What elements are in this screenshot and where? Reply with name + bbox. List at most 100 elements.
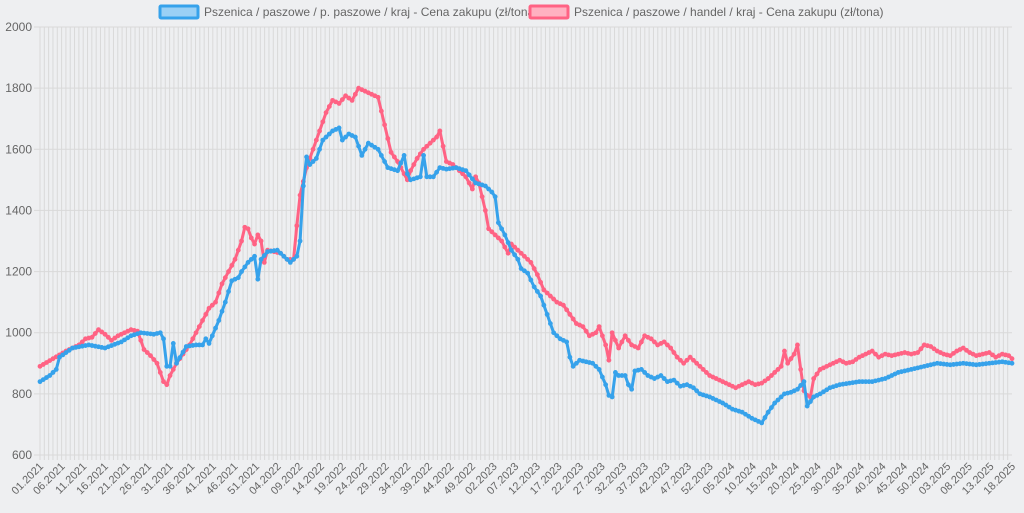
data-point (206, 341, 212, 346)
y-tick-label: 1600 (5, 142, 32, 156)
data-point (193, 330, 199, 336)
data-point (564, 307, 570, 313)
data-point (547, 321, 553, 326)
legend-swatch-1 (528, 4, 570, 20)
data-point (573, 360, 579, 366)
data-point (180, 349, 186, 355)
data-point (430, 174, 436, 180)
data-point (148, 353, 153, 359)
data-point (534, 272, 540, 278)
data-point (603, 382, 609, 388)
data-point (469, 186, 475, 192)
data-point (580, 324, 586, 329)
data-point (161, 336, 166, 342)
data-point (521, 253, 527, 259)
data-point (408, 168, 413, 174)
data-point (252, 253, 257, 259)
data-point (375, 94, 381, 100)
data-point (515, 247, 521, 253)
data-point (795, 342, 800, 348)
series-0 (37, 125, 1015, 426)
data-point (242, 264, 248, 270)
y-tick-label: 800 (12, 387, 32, 401)
data-point (245, 226, 251, 232)
data-point (528, 260, 534, 265)
grid (34, 26, 1012, 460)
legend-item-1[interactable]: Pszenica / paszowe / handel / kraj - Cen… (528, 4, 884, 20)
data-point (635, 345, 641, 351)
data-point (674, 354, 680, 360)
data-point (200, 342, 205, 348)
data-point (791, 351, 797, 357)
data-point (404, 171, 410, 177)
data-point (213, 299, 218, 305)
data-point (102, 331, 108, 337)
data-point (612, 337, 618, 343)
data-point (209, 333, 215, 339)
data-point (154, 360, 160, 366)
data-point (499, 226, 505, 232)
data-point (590, 360, 596, 366)
data-point (421, 146, 426, 152)
data-point (105, 334, 111, 340)
data-point (606, 357, 612, 363)
data-point (255, 276, 261, 282)
data-point (157, 330, 163, 336)
data-point (463, 168, 469, 174)
data-point (430, 137, 436, 143)
data-point (434, 169, 440, 175)
data-point (671, 350, 677, 355)
data-point (567, 311, 573, 317)
data-point (626, 382, 631, 388)
data-point (694, 388, 700, 394)
data-point (274, 247, 280, 253)
data-point (869, 348, 875, 354)
data-point (320, 119, 326, 125)
data-point (417, 174, 423, 180)
legend: Pszenica / paszowe / p. paszowe / kraj -… (158, 4, 884, 20)
data-point (596, 367, 602, 372)
data-point (317, 146, 322, 152)
legend-label-1: Pszenica / paszowe / handel / kraj - Cen… (574, 5, 884, 19)
data-point (466, 172, 472, 178)
data-point (564, 339, 570, 345)
data-point (525, 270, 531, 276)
data-point (89, 334, 95, 340)
data-point (287, 260, 293, 265)
data-point (209, 302, 215, 308)
data-point (388, 149, 394, 155)
data-point (762, 415, 768, 420)
data-point (466, 180, 472, 186)
data-point (775, 367, 781, 372)
data-point (612, 370, 618, 375)
data-point (382, 159, 387, 164)
data-point (313, 156, 319, 161)
data-point (678, 357, 683, 363)
data-point (661, 376, 667, 381)
data-point (765, 409, 771, 415)
data-point (687, 354, 693, 360)
legend-label-0: Pszenica / paszowe / p. paszowe / kraj -… (204, 5, 538, 19)
data-point (395, 168, 400, 174)
legend-item-0[interactable]: Pszenica / paszowe / p. paszowe / kraj -… (158, 4, 538, 20)
data-point (310, 159, 316, 164)
data-point (375, 146, 381, 152)
data-point (560, 302, 566, 308)
data-point (502, 232, 508, 238)
data-point (765, 376, 771, 381)
data-point (450, 162, 456, 167)
data-point (801, 379, 807, 385)
data-point (326, 131, 332, 137)
data-point (226, 289, 231, 294)
data-point (352, 134, 358, 140)
data-point (356, 143, 361, 149)
data-point (502, 244, 508, 250)
data-point (144, 350, 150, 355)
data-point (440, 143, 446, 149)
data-point (203, 336, 209, 342)
data-point (53, 367, 59, 372)
series-layer (37, 85, 1015, 426)
data-point (622, 373, 628, 378)
data-point (769, 373, 774, 378)
data-point (323, 110, 329, 115)
